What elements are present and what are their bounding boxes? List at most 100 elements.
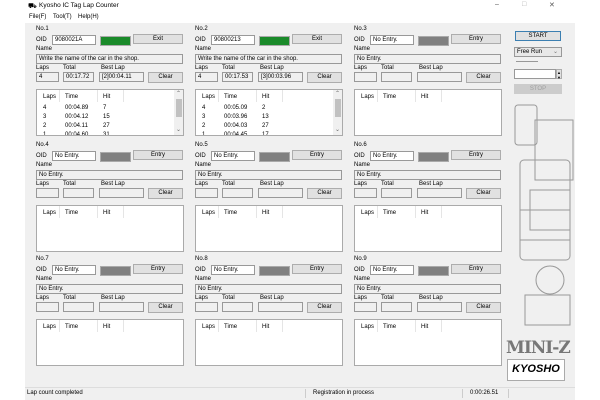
- scroll-up-icon[interactable]: ⌃: [335, 91, 341, 97]
- clear-button[interactable]: Clear: [307, 72, 342, 83]
- laps-field: 4: [195, 72, 218, 82]
- col-header-time[interactable]: Time: [65, 210, 79, 216]
- lap-list[interactable]: Laps Time Hit: [354, 205, 502, 252]
- col-divider: [256, 206, 257, 218]
- col-header-laps[interactable]: Laps: [202, 324, 216, 330]
- close-button[interactable]: ✕: [549, 2, 555, 9]
- col-header-laps[interactable]: Laps: [202, 94, 216, 100]
- col-divider: [415, 206, 416, 218]
- col-header-time[interactable]: Time: [224, 324, 238, 330]
- entry-button[interactable]: Entry: [451, 150, 501, 160]
- panel-number: No.2: [195, 26, 208, 32]
- col-divider: [218, 320, 219, 332]
- col-header-time[interactable]: Time: [224, 210, 238, 216]
- col-header-time[interactable]: Time: [65, 94, 79, 100]
- clear-button[interactable]: Clear: [148, 72, 183, 83]
- lap-count-input[interactable]: [514, 69, 556, 79]
- clear-button[interactable]: Clear: [148, 188, 183, 199]
- clear-button[interactable]: Clear: [466, 302, 501, 313]
- total-label: Total: [381, 295, 394, 301]
- col-header-laps[interactable]: Laps: [43, 94, 57, 100]
- lap-list[interactable]: Laps Time Hit 4 00:05.09 2 3 00:03.96 13…: [195, 89, 343, 136]
- clear-button[interactable]: Clear: [307, 302, 342, 313]
- scrollbar[interactable]: ⌃ ⌄: [333, 90, 342, 135]
- entry-button[interactable]: Entry: [292, 264, 342, 274]
- exit-button[interactable]: Exit: [133, 34, 183, 44]
- status-indicator: [259, 152, 290, 162]
- col-header-time[interactable]: Time: [65, 324, 79, 330]
- lap-hit: 27: [262, 123, 269, 129]
- scroll-thumb[interactable]: [176, 99, 182, 117]
- start-button[interactable]: START: [515, 31, 561, 41]
- car-name-field[interactable]: No Entry.: [195, 170, 342, 180]
- col-header-laps[interactable]: Laps: [361, 324, 375, 330]
- menu-file[interactable]: File(F): [29, 14, 47, 20]
- lap-list[interactable]: Laps Time Hit: [354, 89, 502, 136]
- lap-list[interactable]: Laps Time Hit 4 00:04.89 7 3 00:04.12 15…: [36, 89, 184, 136]
- total-label: Total: [222, 295, 235, 301]
- scroll-down-icon[interactable]: ⌄: [335, 127, 341, 133]
- car-name-field[interactable]: No Entry.: [36, 284, 183, 294]
- col-header-laps[interactable]: Laps: [361, 210, 375, 216]
- lap-time: 00:04.60: [65, 132, 89, 136]
- car-name-field[interactable]: No Entry.: [354, 284, 501, 294]
- scrollbar[interactable]: ⌃ ⌄: [174, 90, 183, 135]
- lap-number: 3: [202, 114, 206, 120]
- col-header-laps[interactable]: Laps: [43, 324, 57, 330]
- laps-label: Laps: [354, 65, 368, 71]
- spin-buttons[interactable]: ▲ ▼: [556, 69, 562, 80]
- col-header-laps[interactable]: Laps: [361, 94, 375, 100]
- col-header-hit[interactable]: Hit: [262, 210, 270, 216]
- miniz-logo: MINI-Z: [506, 338, 571, 358]
- car-name-field[interactable]: Write the name of the car in the shop.: [36, 54, 183, 64]
- entry-button[interactable]: Entry: [451, 34, 501, 44]
- scroll-down-icon[interactable]: ⌄: [176, 127, 182, 133]
- lap-list[interactable]: Laps Time Hit: [195, 319, 343, 366]
- mode-select[interactable]: Free Run ⌄: [514, 47, 562, 57]
- entry-button[interactable]: Entry: [292, 150, 342, 160]
- car-name-field[interactable]: No Entry.: [195, 284, 342, 294]
- col-header-laps[interactable]: Laps: [43, 210, 57, 216]
- minimize-button[interactable]: –: [495, 1, 499, 8]
- col-header-time[interactable]: Time: [383, 324, 397, 330]
- col-header-hit[interactable]: Hit: [103, 210, 111, 216]
- scroll-up-icon[interactable]: ⌃: [176, 91, 182, 97]
- entry-button[interactable]: Entry: [133, 264, 183, 274]
- col-header-hit[interactable]: Hit: [103, 94, 111, 100]
- col-header-hit[interactable]: Hit: [262, 94, 270, 100]
- clear-button[interactable]: Clear: [307, 188, 342, 199]
- entry-button[interactable]: Entry: [451, 264, 501, 274]
- stop-button[interactable]: STOP: [514, 84, 562, 94]
- col-header-laps[interactable]: Laps: [202, 210, 216, 216]
- lap-hit: 2: [262, 105, 266, 111]
- lap-list[interactable]: Laps Time Hit: [36, 319, 184, 366]
- clear-button[interactable]: Clear: [466, 72, 501, 83]
- car-name-field[interactable]: No Entry.: [36, 170, 183, 180]
- menu-help[interactable]: Help(H): [78, 14, 99, 20]
- scroll-thumb[interactable]: [335, 99, 341, 117]
- lap-time: 00:04.89: [65, 105, 89, 111]
- lap-list[interactable]: Laps Time Hit: [195, 205, 343, 252]
- col-header-time[interactable]: Time: [383, 94, 397, 100]
- maximize-button[interactable]: □: [522, 1, 527, 8]
- car-name-field[interactable]: Write the name of the car in the shop.: [195, 54, 342, 64]
- col-header-time[interactable]: Time: [224, 94, 238, 100]
- col-header-hit[interactable]: Hit: [262, 324, 270, 330]
- col-header-hit[interactable]: Hit: [421, 210, 429, 216]
- col-header-time[interactable]: Time: [383, 210, 397, 216]
- exit-button[interactable]: Exit: [292, 34, 342, 44]
- clear-button[interactable]: Clear: [148, 302, 183, 313]
- car-name-field[interactable]: No Entry.: [354, 170, 501, 180]
- clear-button[interactable]: Clear: [466, 188, 501, 199]
- total-label: Total: [63, 295, 76, 301]
- col-header-hit[interactable]: Hit: [421, 324, 429, 330]
- entry-button[interactable]: Entry: [133, 150, 183, 160]
- col-header-hit[interactable]: Hit: [421, 94, 429, 100]
- menu-tool[interactable]: Tool(T): [53, 14, 72, 20]
- car-name-field[interactable]: No Entry.: [354, 54, 501, 64]
- col-header-hit[interactable]: Hit: [103, 324, 111, 330]
- col-divider: [415, 320, 416, 332]
- best-lap-field: [99, 188, 144, 198]
- lap-list[interactable]: Laps Time Hit: [36, 205, 184, 252]
- lap-list[interactable]: Laps Time Hit: [354, 319, 502, 366]
